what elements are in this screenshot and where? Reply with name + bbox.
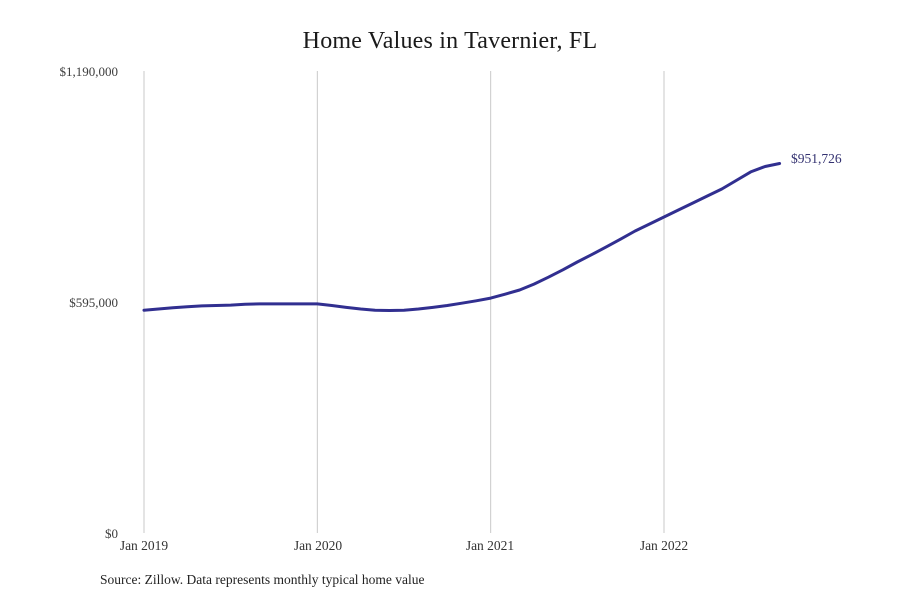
source-note: Source: Zillow. Data represents monthly …: [100, 572, 425, 587]
x-axis-tick-label: Jan 2022: [639, 538, 689, 553]
y-axis-tick-label: $0: [105, 526, 118, 541]
x-axis-tick-label: Jan 2020: [293, 538, 343, 553]
chart-title: Home Values in Tavernier, FL: [302, 28, 598, 54]
x-axis-tick-label: Jan 2019: [119, 538, 169, 553]
home-value-line-series: [142, 162, 782, 312]
y-axis-tick-label: $1,190,000: [59, 64, 119, 79]
series-end-value-label: $951,726: [791, 151, 842, 166]
x-axis-tick-label: Jan 2021: [465, 538, 515, 553]
y-axis-tick-label: $595,000: [69, 295, 118, 310]
